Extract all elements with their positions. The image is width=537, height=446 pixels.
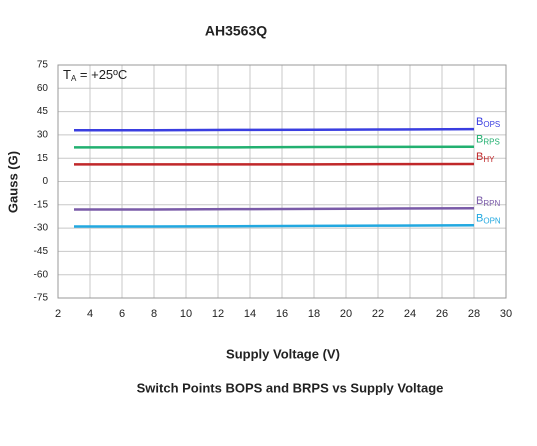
x-tick-label: 10 xyxy=(180,308,192,320)
series-line xyxy=(74,208,474,209)
legend-label: BRPN xyxy=(476,195,500,208)
y-tick-label: -15 xyxy=(34,199,49,210)
annotation: TA = +25ºC xyxy=(63,67,127,83)
x-tick-label: 22 xyxy=(372,308,384,320)
y-tick-label: 75 xyxy=(37,60,49,71)
series-line xyxy=(74,147,474,148)
legend-label: BOPS xyxy=(476,116,500,129)
y-tick-label: -75 xyxy=(34,293,49,304)
legend-label: BHY xyxy=(476,151,495,164)
x-tick-label: 18 xyxy=(308,308,320,320)
x-tick-label: 28 xyxy=(468,308,480,320)
x-tick-label: 30 xyxy=(500,308,512,320)
x-tick-label: 6 xyxy=(119,308,125,320)
series-line xyxy=(74,225,474,226)
y-tick-label: -45 xyxy=(34,246,49,257)
y-tick-label: -30 xyxy=(34,223,49,234)
legend-label: BOPN xyxy=(476,212,501,225)
y-tick-label: 60 xyxy=(37,83,49,94)
x-tick-label: 8 xyxy=(151,308,157,320)
y-tick-label: 45 xyxy=(37,106,49,117)
y-tick-label: 0 xyxy=(42,176,48,187)
x-tick-label: 20 xyxy=(340,308,352,320)
caption: Switch Points BOPS and BRPS vs Supply Vo… xyxy=(137,380,444,395)
x-tick-label: 12 xyxy=(212,308,224,320)
y-tick-label: 30 xyxy=(37,130,49,141)
x-axis-label: Supply Voltage (V) xyxy=(226,346,340,361)
x-tick-label: 4 xyxy=(87,308,93,320)
chart-title: AH3563Q xyxy=(205,23,267,39)
legend-label: BRPS xyxy=(476,134,500,147)
x-tick-label: 2 xyxy=(55,308,61,320)
x-tick-label: 24 xyxy=(404,308,416,320)
x-tick-label: 14 xyxy=(244,308,256,320)
x-tick-label: 26 xyxy=(436,308,448,320)
y-axis-label: Gauss (G) xyxy=(5,151,20,213)
x-tick-label: 16 xyxy=(276,308,288,320)
series-line xyxy=(74,129,474,130)
y-tick-label: 15 xyxy=(37,153,49,164)
y-tick-label: -60 xyxy=(34,269,49,280)
